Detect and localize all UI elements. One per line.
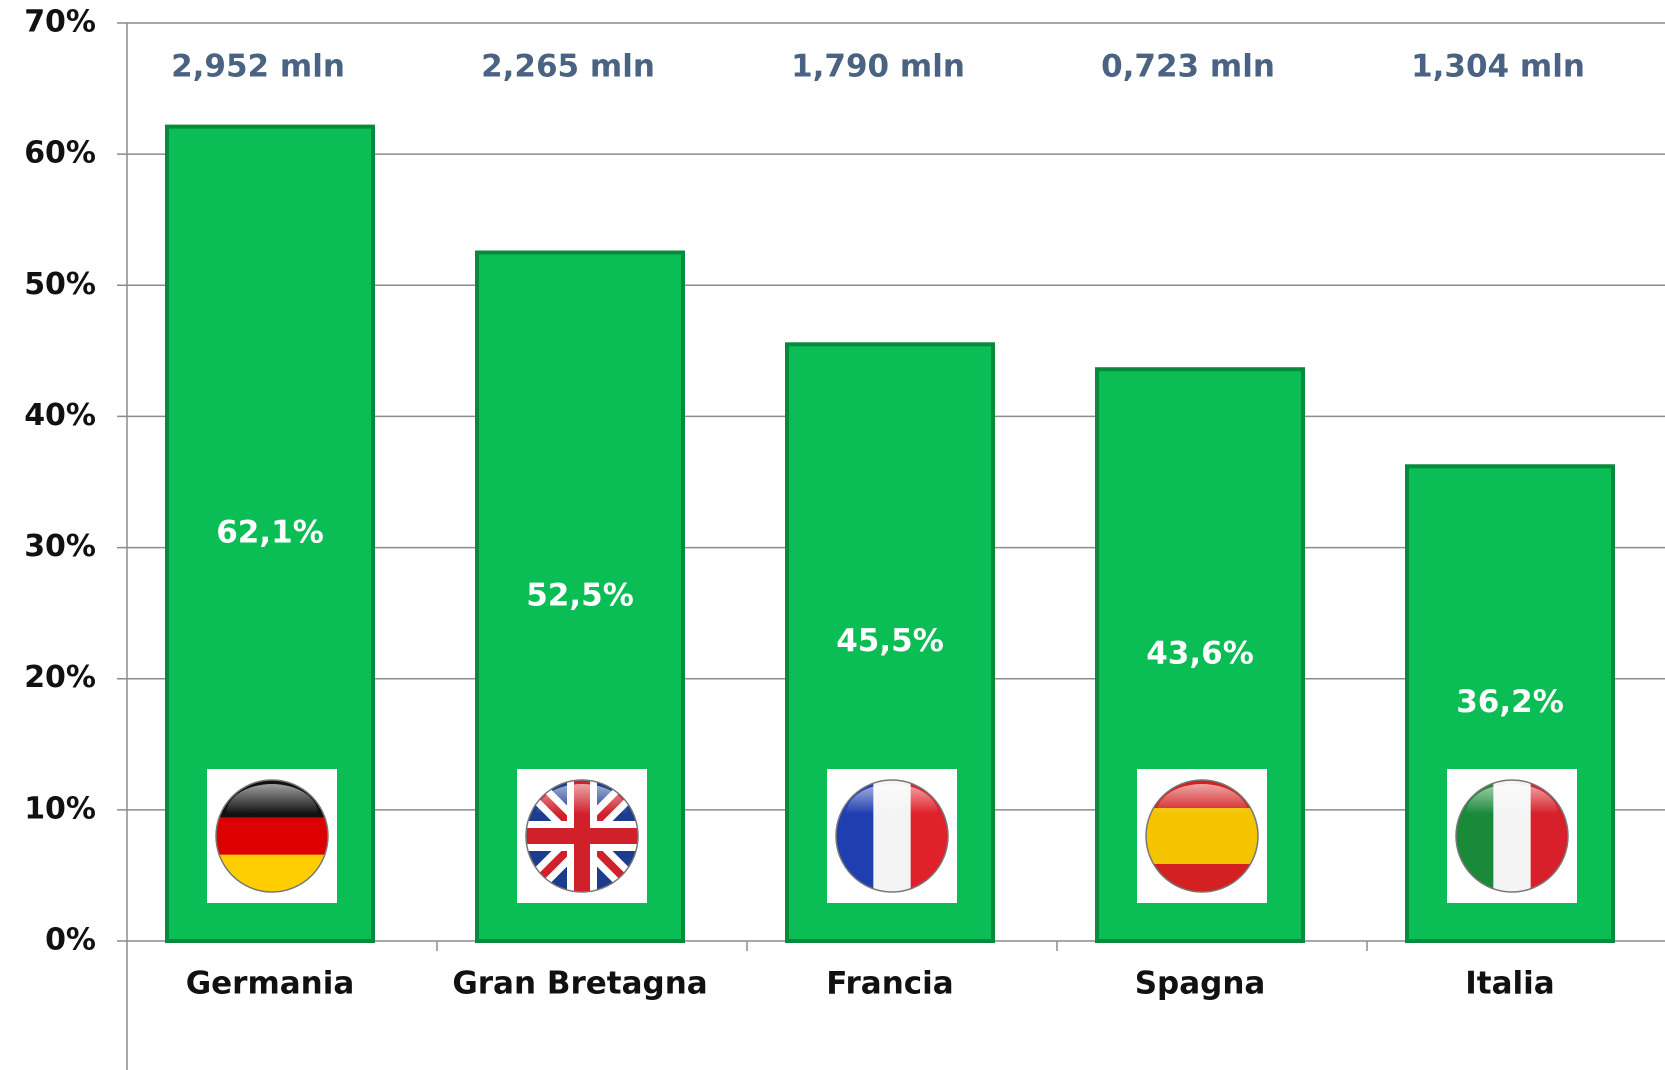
- annotation: 0,723 mln: [1101, 49, 1275, 85]
- flag-rim: [1455, 779, 1569, 893]
- flag-rim: [525, 779, 639, 893]
- x-tick-label: Germania: [186, 966, 355, 1002]
- x-tick-label: Gran Bretagna: [452, 966, 707, 1002]
- flag: [1455, 779, 1569, 893]
- flag-shine: [226, 784, 318, 844]
- bar: [475, 250, 685, 943]
- flag: [215, 779, 329, 893]
- y-tick-label: 60%: [24, 136, 96, 171]
- y-tick-label: 10%: [24, 791, 96, 826]
- x-tick-label: Italia: [1465, 966, 1554, 1002]
- x-tick-label: Francia: [826, 966, 953, 1002]
- flag-shine: [1466, 784, 1558, 844]
- annotation: 1,304 mln: [1411, 49, 1585, 85]
- flag-rim: [215, 779, 329, 893]
- x-tick-label: Spagna: [1135, 966, 1266, 1002]
- y-tick-label: 40%: [24, 398, 96, 433]
- annotation: 2,952 mln: [171, 49, 345, 85]
- y-tick-label: 30%: [24, 529, 96, 564]
- y-tick-label: 50%: [24, 267, 96, 302]
- flag-shine: [846, 784, 938, 844]
- flag-shine: [1156, 784, 1248, 844]
- flag-body: [216, 780, 328, 892]
- flag-body: [526, 780, 638, 892]
- annotation: 2,265 mln: [481, 49, 655, 85]
- value-label: 43,6%: [1146, 636, 1254, 672]
- annotation: 1,790 mln: [791, 49, 965, 85]
- flag: [1145, 779, 1259, 893]
- y-tick-label: 0%: [45, 923, 96, 958]
- value-label: 52,5%: [526, 577, 634, 613]
- value-label: 36,2%: [1456, 684, 1564, 720]
- y-tick-label: 70%: [24, 5, 96, 40]
- flag: [835, 779, 949, 893]
- flag: [525, 779, 639, 893]
- y-tick-label: 20%: [24, 660, 96, 695]
- value-label: 62,1%: [216, 514, 324, 550]
- flag-rim: [1145, 779, 1259, 893]
- flag-shine: [536, 784, 628, 844]
- flag-rim: [835, 779, 949, 893]
- value-label: 45,5%: [836, 623, 944, 659]
